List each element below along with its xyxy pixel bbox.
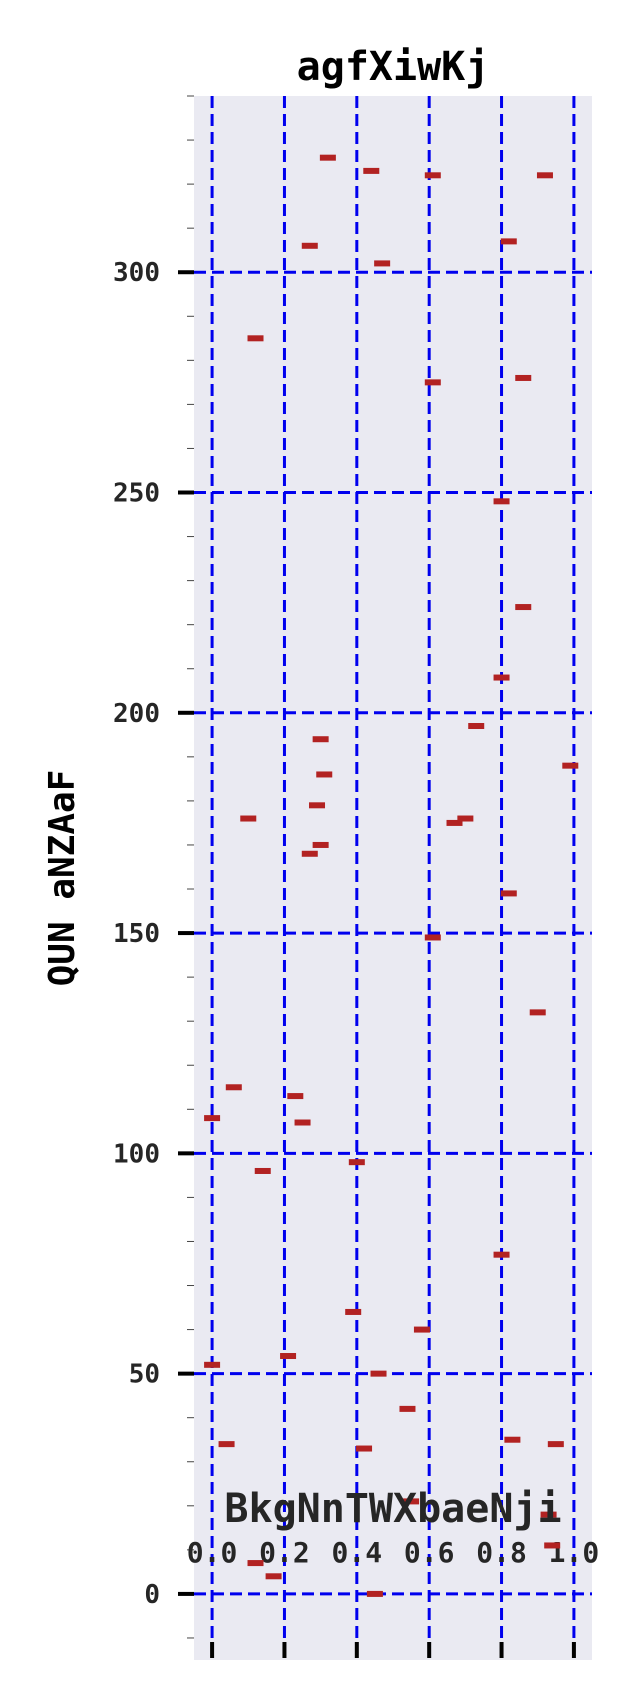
data-point [366,1590,383,1597]
data-point [301,850,318,857]
y-tick-label: 250 [113,479,160,509]
data-point [312,736,329,743]
data-point [536,172,553,179]
data-point [374,260,391,267]
data-point [515,374,532,381]
y-tick-label: 100 [113,1139,160,1169]
data-point [424,379,441,386]
y-tick-label: 200 [113,699,160,729]
data-point [403,1498,420,1505]
data-point [301,242,318,249]
data-point [280,1353,297,1360]
data-point [240,815,257,822]
data-point [468,723,485,730]
data-point [218,1441,235,1448]
x-axis: 0.0 0.2 0.4 0.6 0.8 1.0 [187,1536,599,1658]
data-point [515,604,532,611]
y-tick-label: 0 [144,1580,160,1610]
data-point [319,154,336,161]
data-point [504,1436,521,1443]
data-point [424,172,441,179]
data-point [247,335,264,342]
data-point [424,934,441,941]
y-axis: 0 50 100 150 200 250 300 [113,95,194,1639]
data-point [309,802,326,809]
data-point [247,1560,264,1567]
data-point [399,1405,416,1412]
data-point [370,1370,387,1377]
chart-title: agfXiwKj [297,44,490,90]
data-point [363,167,380,174]
data-point [312,841,329,848]
data-point [493,674,510,681]
data-point [446,819,463,826]
data-point [204,1361,221,1368]
x-tick-label: 1.0 [549,1536,600,1569]
data-point [493,498,510,505]
x-tick-label: 0.0 [187,1536,238,1569]
data-point [254,1167,271,1174]
data-point [356,1445,373,1452]
data-point [345,1308,362,1315]
y-tick-label: 50 [129,1360,160,1390]
data-point [544,1542,561,1549]
data-point [547,1441,564,1448]
data-point [287,1093,304,1100]
data-point [265,1573,282,1580]
y-tick-label: 150 [113,919,160,949]
gridlines [194,96,592,1660]
x-tick-label: 0.8 [476,1536,527,1569]
data-point [457,815,474,822]
plot-area [194,96,592,1660]
x-tick-label: 0.2 [259,1536,310,1569]
x-tick-label: 0.4 [332,1536,383,1569]
y-tick-label: 300 [113,258,160,288]
data-point [225,1084,242,1091]
data-points [204,154,579,1597]
x-axis-label: BkgNnTWXbaeNji [224,1486,561,1532]
data-point [294,1119,311,1126]
y-axis-label: QUN aNZAaF [42,770,83,987]
data-point [540,1511,557,1518]
data-point [562,762,579,769]
data-point [500,890,517,897]
x-tick-label: 0.6 [404,1536,455,1569]
data-point [500,238,517,245]
data-point [493,1251,510,1258]
data-point [529,1009,546,1016]
data-point [348,1159,365,1166]
data-point [413,1326,430,1333]
data-point [316,771,333,778]
data-point [204,1115,221,1122]
